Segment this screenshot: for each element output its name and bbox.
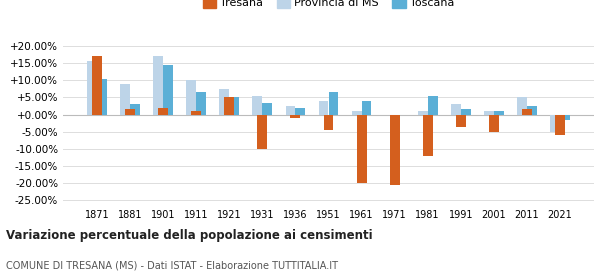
Bar [550, 115, 560, 132]
Bar [456, 115, 466, 127]
Bar [125, 109, 135, 115]
Bar [87, 62, 97, 115]
Bar [389, 115, 400, 185]
Bar [522, 109, 532, 115]
Bar [158, 108, 168, 115]
Bar [262, 103, 272, 115]
Bar [97, 79, 107, 115]
Bar [153, 56, 163, 115]
Bar [461, 109, 470, 115]
Bar [356, 115, 367, 183]
Bar [560, 115, 570, 120]
Bar [494, 111, 504, 115]
Bar [257, 115, 268, 149]
Bar [191, 111, 201, 115]
Bar [295, 108, 305, 115]
Bar [92, 56, 102, 115]
Bar [120, 84, 130, 115]
Bar [428, 96, 437, 115]
Bar [329, 92, 338, 115]
Bar [163, 65, 173, 115]
Bar [253, 96, 262, 115]
Bar [489, 115, 499, 132]
Bar [290, 115, 301, 118]
Bar [187, 80, 196, 115]
Bar [517, 97, 527, 115]
Bar [229, 97, 239, 115]
Bar [527, 106, 537, 115]
Bar [484, 111, 494, 115]
Bar [224, 97, 234, 115]
Legend: Tresana, Provincia di MS, Toscana: Tresana, Provincia di MS, Toscana [203, 0, 455, 8]
Bar [362, 101, 371, 115]
Bar [418, 111, 428, 115]
Bar [286, 106, 295, 115]
Bar [352, 111, 362, 115]
Bar [451, 104, 461, 115]
Text: COMUNE DI TRESANA (MS) - Dati ISTAT - Elaborazione TUTTITALIA.IT: COMUNE DI TRESANA (MS) - Dati ISTAT - El… [6, 261, 338, 271]
Bar [319, 101, 329, 115]
Text: Variazione percentuale della popolazione ai censimenti: Variazione percentuale della popolazione… [6, 229, 373, 242]
Bar [555, 115, 565, 135]
Bar [220, 89, 229, 115]
Bar [130, 104, 140, 115]
Bar [323, 115, 334, 130]
Bar [196, 92, 206, 115]
Bar [423, 115, 433, 156]
